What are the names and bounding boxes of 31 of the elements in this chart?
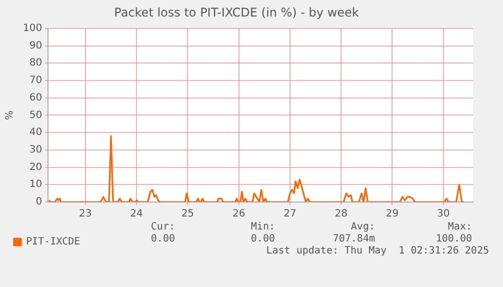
y-tick-label: 10: [29, 179, 42, 190]
y-axis-title: %: [4, 110, 16, 120]
x-tick-label: 30: [436, 208, 450, 220]
x-tick-label: 27: [284, 208, 296, 220]
y-tick-label: 50: [29, 110, 42, 121]
text: 0.00: [150, 234, 175, 245]
y-tick-label: 80: [29, 58, 42, 69]
text: 707.84m: [332, 234, 375, 245]
x-tick-label: 28: [334, 208, 348, 220]
x-tick-label: 26: [232, 208, 246, 220]
y-tick-label: 0: [36, 196, 42, 208]
y-tick-label: 30: [29, 144, 42, 156]
y-tick-label: 40: [29, 127, 42, 138]
y-tick-label: 90: [29, 40, 42, 52]
x-tick-label: 29: [386, 208, 399, 220]
y-tick-label: 60: [29, 92, 42, 104]
legend-label: PIT-IXCDE: [26, 236, 80, 248]
x-tick-label: 25: [181, 208, 194, 220]
y-tick-label: 20: [29, 162, 42, 173]
x-tick-label: 23: [79, 208, 92, 220]
chart-title: Packet loss to PIT-IXCDE (in %) - by week: [114, 5, 359, 20]
text: Avg:: [350, 222, 375, 233]
text: Cur:: [150, 222, 175, 233]
text: 0.00: [250, 234, 275, 245]
text: 100.00: [436, 234, 472, 245]
text: Last update: Thu May 1 02:31:26 2025: [266, 246, 489, 257]
x-tick-label: 24: [130, 208, 143, 220]
y-tick-label: 70: [29, 75, 42, 86]
y-tick-label: 100: [22, 22, 42, 34]
text: Max:: [448, 222, 472, 233]
text: Min:: [250, 222, 275, 233]
